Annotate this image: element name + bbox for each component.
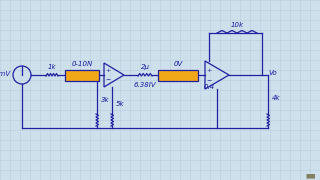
Text: −: − (105, 76, 111, 82)
Text: Vo: Vo (268, 70, 276, 76)
Text: 1k: 1k (48, 64, 56, 70)
Text: 600mV: 600mV (0, 71, 11, 77)
Text: 10k: 10k (230, 22, 244, 28)
Text: 2μ: 2μ (140, 64, 149, 70)
Text: ■■: ■■ (306, 173, 316, 178)
Bar (65, 69, 99, 80)
Text: 0-10N: 0-10N (71, 62, 92, 68)
Text: 0V: 0V (173, 62, 183, 68)
Text: +: + (105, 69, 111, 73)
Text: +: + (206, 68, 212, 73)
Text: 3k: 3k (101, 97, 109, 103)
Text: −: − (206, 77, 212, 82)
Text: 0.4: 0.4 (204, 84, 215, 90)
Bar (158, 69, 198, 80)
Text: 6.38IV: 6.38IV (134, 82, 156, 88)
Text: 4k: 4k (272, 94, 281, 100)
Text: 5k: 5k (116, 100, 124, 107)
